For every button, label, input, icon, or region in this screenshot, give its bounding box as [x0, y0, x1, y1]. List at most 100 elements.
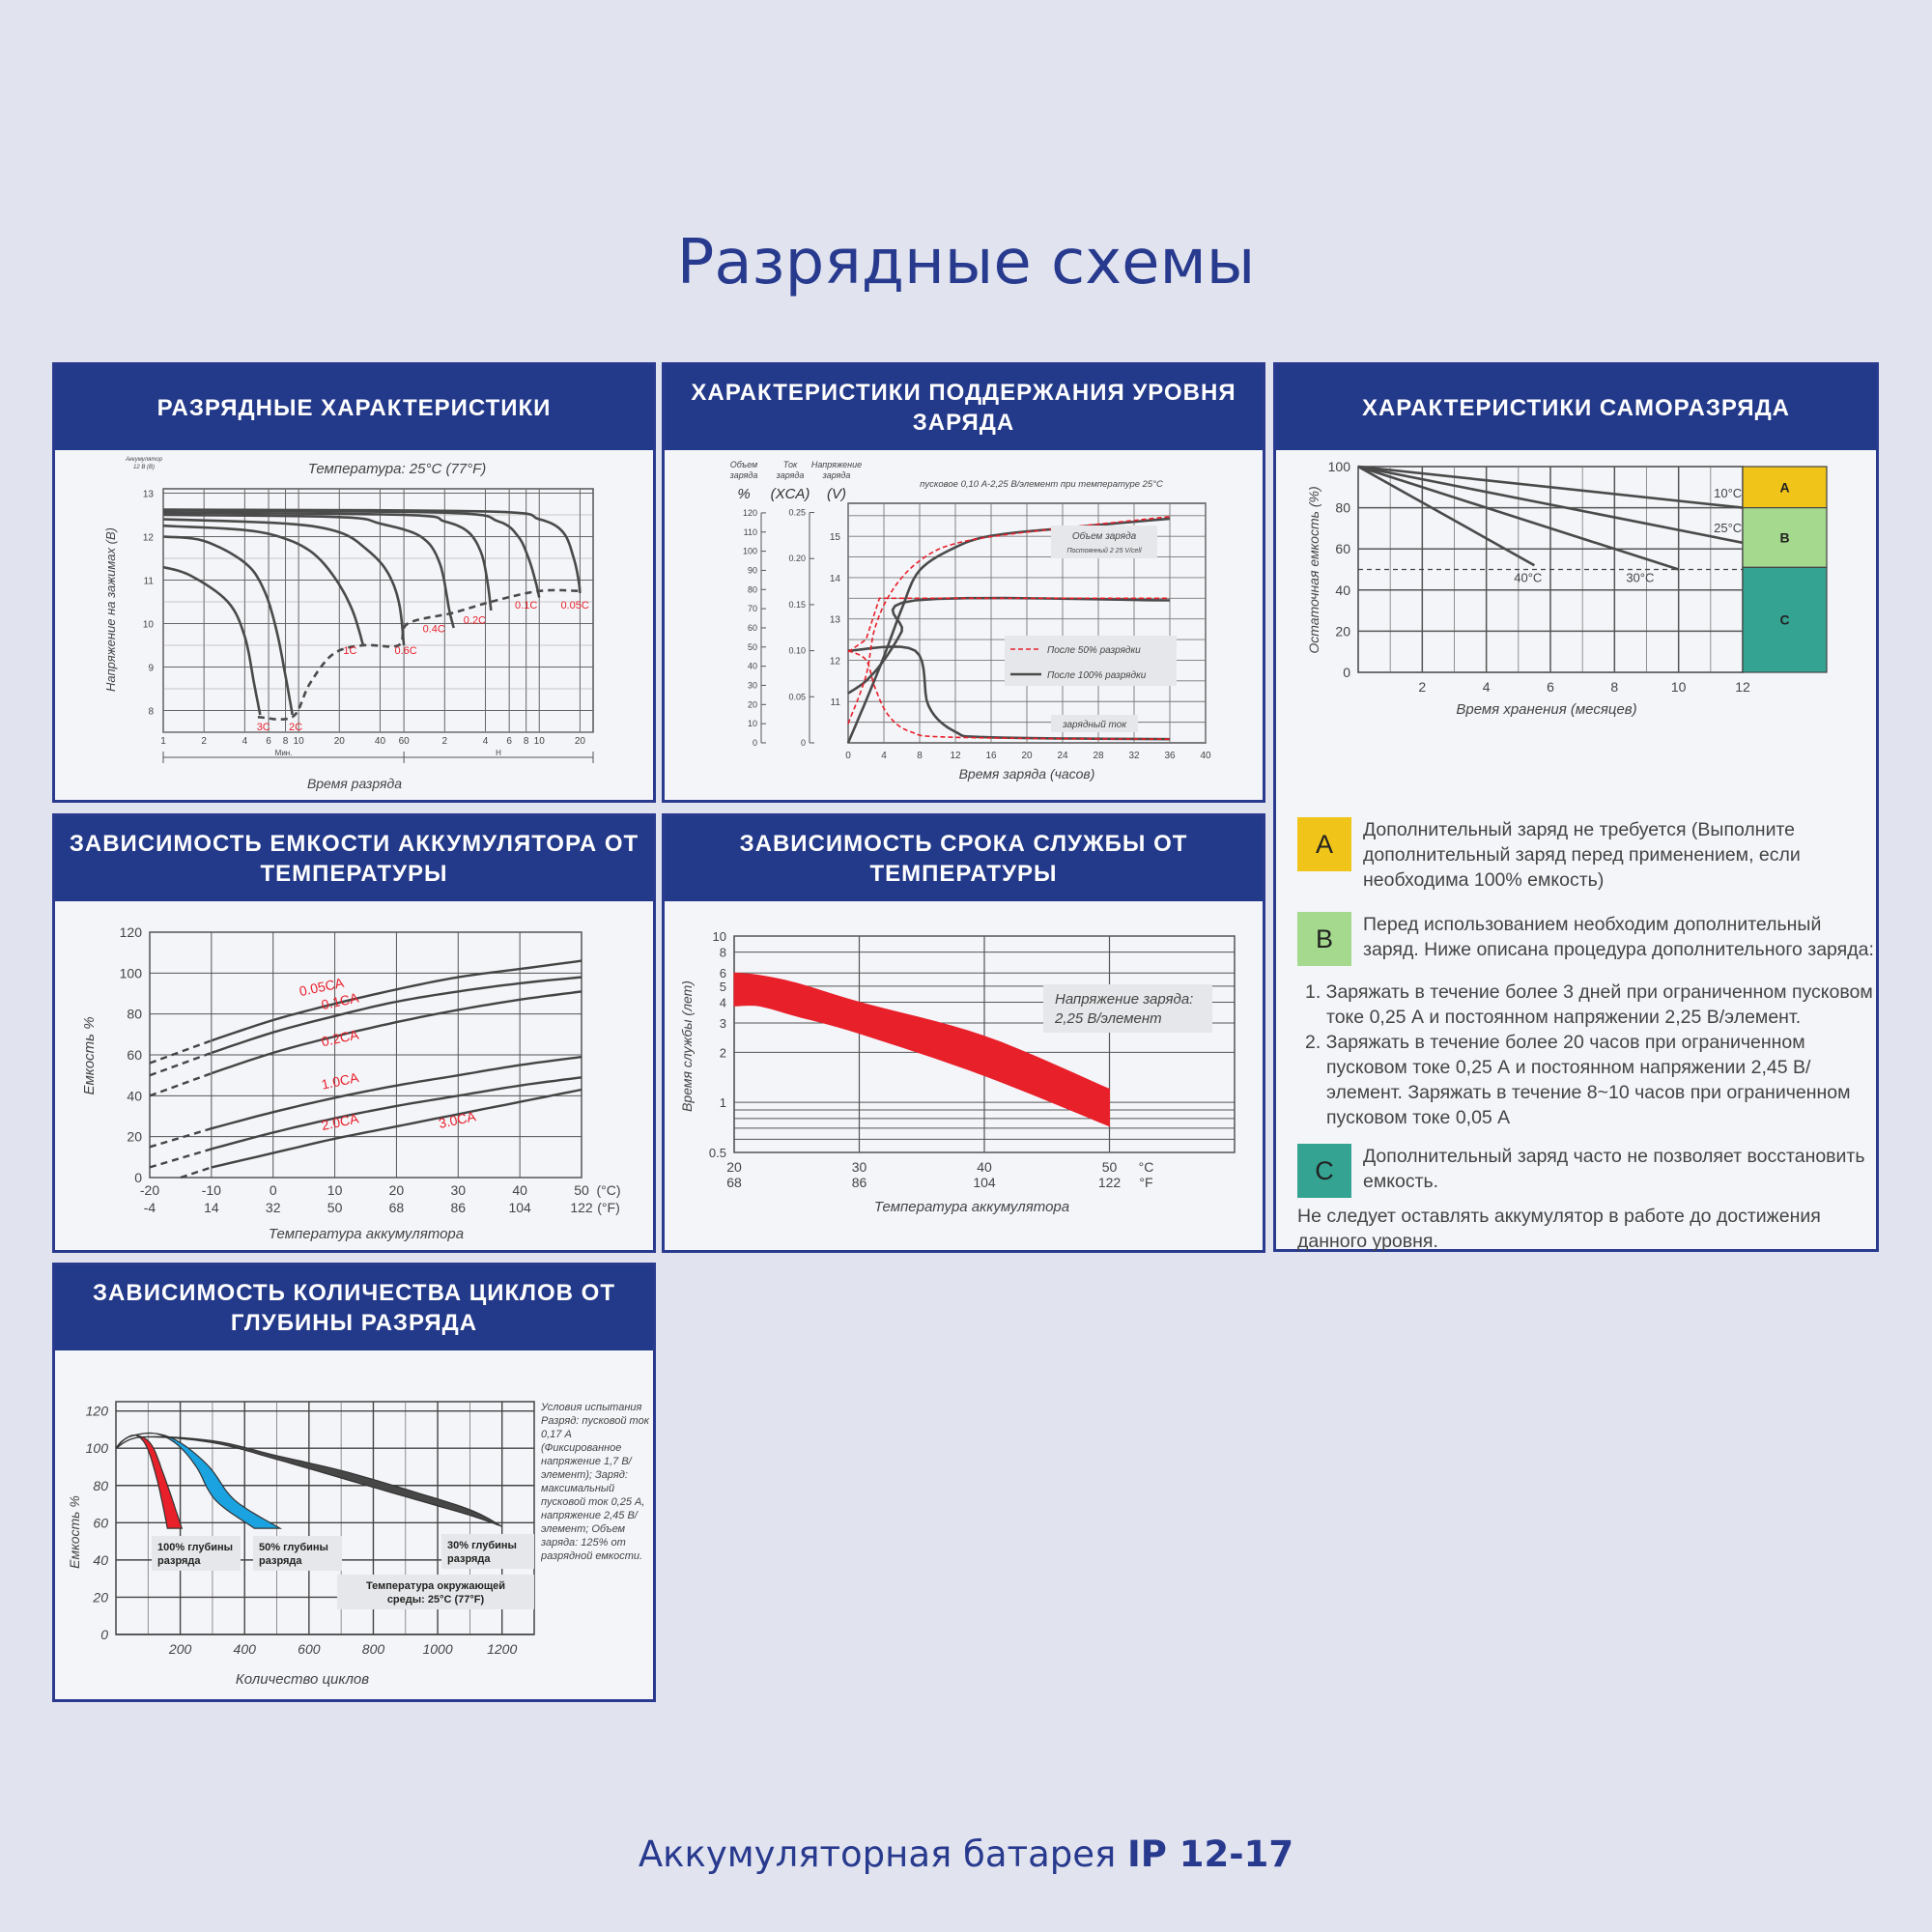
x-tick-label-c: 30	[852, 1159, 867, 1175]
discharge-curve-0.2C	[162, 511, 493, 611]
y-tick-label: 6	[720, 966, 726, 980]
band-label-100-box	[152, 1536, 241, 1571]
battery-label: 12 В (В)	[133, 465, 155, 470]
self-discharge-chart: A B C 2 4 6 8 10 12 0 20 40 60 80 100 10°C 25°C 30°C 40°C О…	[1306, 459, 1828, 718]
x-tick-label: 1200	[487, 1641, 517, 1657]
capacity-x-label: Температура аккумулятора	[269, 1226, 464, 1242]
col-label-current: Ток	[783, 460, 798, 469]
y-tick-label: 120	[86, 1404, 109, 1419]
self-x-label: Время хранения (месяцев)	[1456, 701, 1636, 718]
x-tick-label: 10	[294, 736, 305, 747]
x-tick-label-c: -20	[140, 1182, 159, 1198]
x-tick-label-c: 20	[726, 1159, 742, 1175]
curve-label: 3C	[257, 722, 270, 733]
panel-cycles-title: ЗАВИСИМОСТЬ КОЛИЧЕСТВА ЦИКЛОВ ОТ ГЛУБИНЫ…	[55, 1265, 653, 1350]
current-curve-50	[847, 649, 1171, 740]
x-unit-c: (°C)	[596, 1182, 620, 1198]
x-tick-label: 24	[1057, 751, 1068, 761]
band-label-50: разряда	[259, 1555, 302, 1567]
col-label-pct: Объем	[730, 460, 757, 469]
y-tick-label: 1	[720, 1095, 726, 1110]
self-curve-25°C	[1357, 465, 1744, 545]
x-tick-label: 4	[881, 751, 887, 761]
x-tick-label: 20	[1021, 751, 1033, 761]
x-tick-label-f: 50	[327, 1200, 343, 1215]
panel-self-discharge: ХАРАКТЕРИСТИКИ САМОРАЗРЯДА A B C 2 4 6 8 10 12 0 2…	[1273, 362, 1879, 1252]
battery-label: Аккумулятор	[125, 457, 163, 463]
y-tick-label: 0	[100, 1627, 108, 1642]
float-chart: 0 4 8 12 16 20 24 28 32 36 40 0 10 20 30 40 50 60 70 80 90 10…	[729, 460, 1211, 781]
discharge-curve-3C	[162, 565, 262, 716]
legend-b-text: Перед использованием необходим дополните…	[1363, 914, 1874, 960]
col-unit-current: (XCA)	[771, 486, 810, 502]
x-tick-label-f: 86	[852, 1175, 867, 1190]
x-tick-label-f: 68	[726, 1175, 742, 1190]
y-tick-label: 12	[143, 533, 155, 544]
x-tick-label: 8	[283, 736, 289, 747]
y-tick-label: 40	[93, 1552, 108, 1568]
curve-label: 0.05C	[560, 600, 588, 611]
col-label-pct: заряда	[729, 470, 758, 480]
x-tick-label: 36	[1164, 751, 1176, 761]
capacity-curve-2.0CA	[211, 1076, 582, 1151]
y-tick-label: 0	[134, 1170, 142, 1185]
zone-C	[1742, 566, 1828, 673]
test-conditions: Условия испытания Разряд: пусковой ток 0…	[541, 1402, 649, 1562]
x-tick-label-c: 40	[512, 1182, 527, 1198]
y-tick-label: 40	[127, 1088, 142, 1103]
page-title: Разрядные схемы	[676, 227, 1256, 298]
pct-tick-label: 70	[748, 604, 757, 613]
x-tick-label-c: -10	[202, 1182, 221, 1198]
pct-tick-label: 100	[743, 547, 757, 556]
cycle-band-1	[115, 1432, 283, 1529]
y-tick-label: 4	[720, 996, 726, 1010]
y-tick-label: 5	[720, 980, 726, 994]
discharge-curve-0.4C	[162, 513, 455, 629]
legend-a-swatch: A	[1297, 817, 1351, 871]
life-annotation-value: 2,25 В/элемент	[1054, 1010, 1162, 1027]
col-label-voltage: Напряжение	[811, 460, 862, 469]
charge-steps: 1. Заряжать в течение более 3 дней при о…	[1297, 980, 1877, 1130]
cycles-x-label: Количество циклов	[236, 1671, 369, 1688]
panel-life-temp: ЗАВИСИМОСТЬ СРОКА СЛУЖБЫ ОТ ТЕМПЕРАТУРЫ …	[662, 813, 1265, 1253]
curve-label: 0.2C	[464, 615, 486, 627]
pct-tick-label: 80	[748, 584, 757, 594]
legend-label-50: После 50% разрядки	[1047, 645, 1141, 656]
panel-float: ХАРАКТЕРИСТИКИ ПОДДЕРЖАНИЯ УРОВНЯ ЗАРЯДА…	[662, 362, 1265, 803]
band-label-50: 50% глубины	[259, 1542, 328, 1553]
y-tick-label: 8	[720, 946, 726, 960]
x-tick-label: 2	[201, 736, 207, 747]
x-tick-label: 40	[1200, 751, 1211, 761]
x-tick-label: 200	[168, 1641, 192, 1657]
x-tick-label: 20	[575, 736, 586, 747]
volume-label-box	[1051, 526, 1157, 558]
x-unit-f: (°F)	[597, 1200, 619, 1215]
panel-life-temp-title: ЗАВИСИМОСТЬ СРОКА СЛУЖБЫ ОТ ТЕМПЕРАТУРЫ	[665, 816, 1263, 901]
x-tick-label-f: 104	[508, 1200, 531, 1215]
current-label-box	[1051, 715, 1138, 732]
x-tick-label-f: 104	[973, 1175, 996, 1190]
x-tick-label-f: 14	[204, 1200, 219, 1215]
discharge-curve-2C	[162, 535, 294, 716]
cycle-band-2	[115, 1435, 502, 1527]
capacity-curve-3.0CA	[211, 1088, 582, 1169]
x-tick-label-c: 0	[270, 1182, 277, 1198]
y-tick-label: 60	[1335, 541, 1350, 556]
voltage-tick-label: 12	[830, 656, 841, 667]
zone-label-A: A	[1779, 479, 1789, 495]
charge-step: 1. Заряжать в течение более 3 дней при о…	[1305, 981, 1873, 1028]
x-tick-label-f: 122	[570, 1200, 593, 1215]
x-tick-label: 40	[375, 736, 386, 747]
discharge-curve-0.6C	[162, 518, 406, 646]
x-tick-label: 6	[506, 736, 512, 747]
x-tick-label-c: 50	[574, 1182, 589, 1198]
footer-model: IP 12-17	[1127, 1833, 1294, 1875]
x-tick-label-f: 32	[266, 1200, 281, 1215]
curve-label: 1C	[343, 645, 356, 657]
col-unit-pct: %	[737, 486, 750, 502]
discharge-x-label: Время разряда	[307, 776, 402, 791]
zone-label-B: B	[1779, 529, 1789, 545]
y-tick-label: 10	[143, 620, 155, 631]
pct-tick-label: 60	[748, 623, 757, 633]
curve-label: 0.4C	[423, 624, 445, 636]
